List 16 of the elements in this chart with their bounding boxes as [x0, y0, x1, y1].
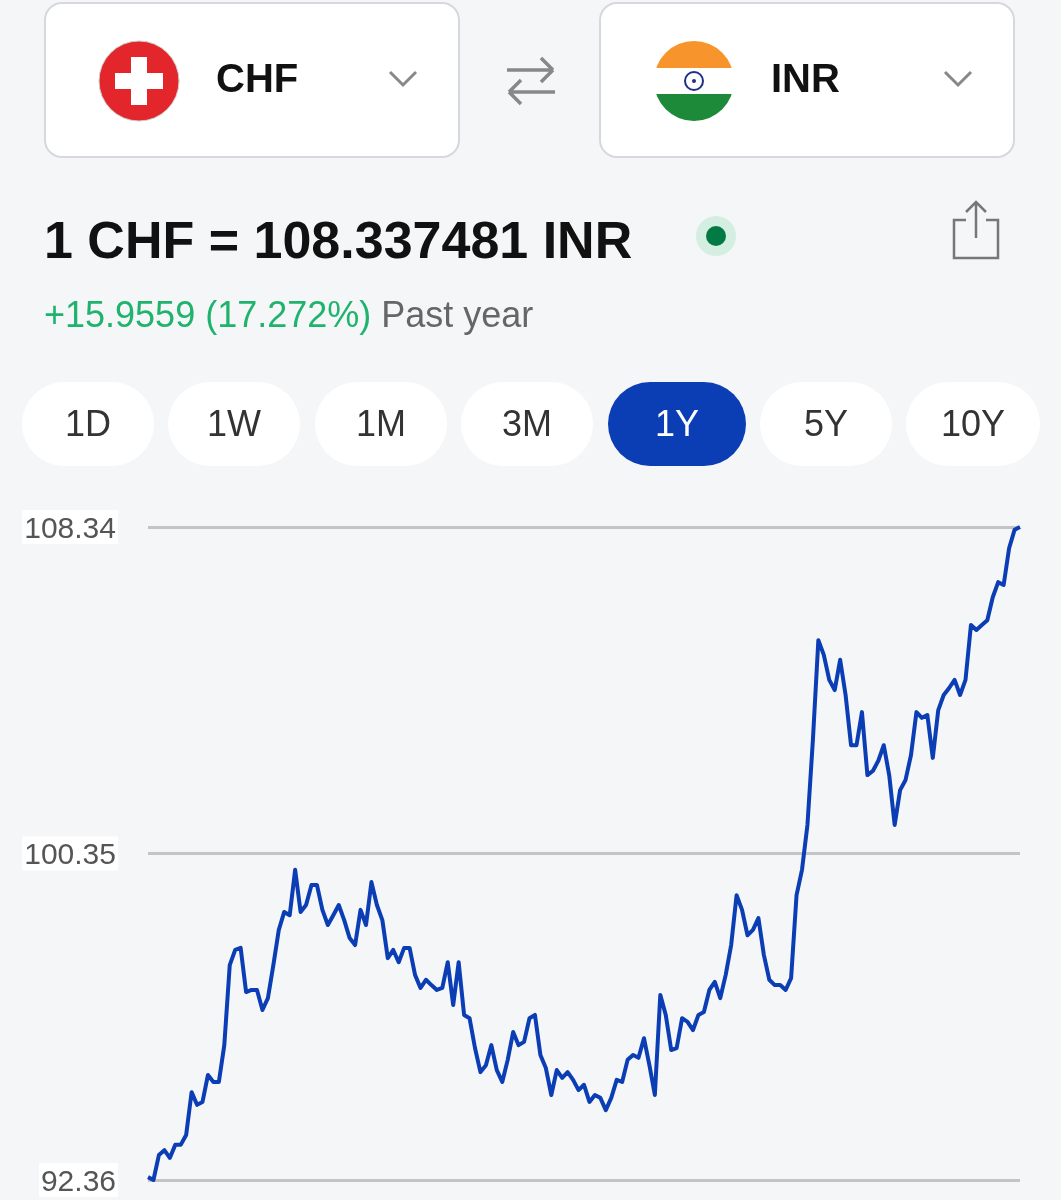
y-tick-label: 92.36 [40, 1163, 116, 1197]
text: INR [771, 56, 840, 101]
chart-title: 1 CHF = 108.337481 INR [44, 210, 633, 270]
text: CHF [216, 56, 299, 101]
y-tick-label: 108.34 [24, 510, 116, 544]
text: 1Y [608, 382, 746, 466]
text: 10Y [906, 382, 1040, 466]
text: 1W [168, 382, 300, 466]
line-series [146, 525, 1022, 1182]
chart-subtitle: +15.9559 (17.272%) [44, 294, 372, 335]
text: 5Y [760, 382, 892, 466]
text: 1D [22, 382, 154, 466]
text: 3M [461, 382, 593, 466]
y-tick-label: 100.35 [24, 837, 116, 870]
text: 1M [315, 382, 447, 466]
text: Past year [381, 294, 534, 335]
